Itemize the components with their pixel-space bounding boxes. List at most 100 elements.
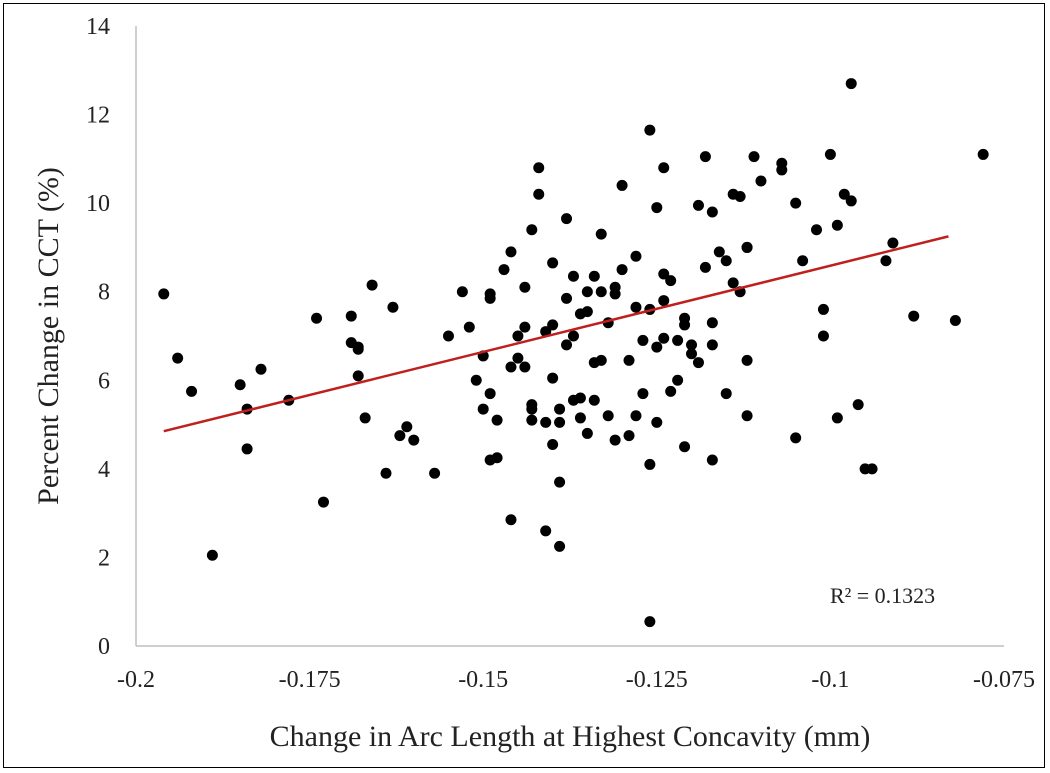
data-point (498, 264, 510, 276)
data-point (741, 241, 753, 253)
data-point (581, 306, 593, 318)
data-point (519, 281, 531, 293)
data-point (824, 148, 836, 160)
data-point (588, 394, 600, 406)
data-point (512, 330, 524, 342)
data-point (595, 228, 607, 240)
data-point (554, 540, 566, 552)
data-point (581, 427, 593, 439)
data-point (651, 416, 663, 428)
data-point (672, 334, 684, 346)
data-point (713, 246, 725, 258)
data-point (776, 164, 788, 176)
data-point (665, 385, 677, 397)
data-point (908, 310, 920, 322)
data-point (741, 410, 753, 422)
data-point (311, 312, 323, 324)
data-point (706, 454, 718, 466)
data-point (512, 352, 524, 364)
data-point (519, 321, 531, 333)
data-point (554, 403, 566, 415)
y-axis-title: Percent Change in CCT (%) (32, 167, 65, 505)
data-point (463, 321, 475, 333)
data-point (651, 341, 663, 353)
data-point (519, 361, 531, 373)
data-point (470, 374, 482, 386)
data-point (547, 439, 559, 450)
data-point (880, 255, 892, 267)
y-tick-label: 8 (98, 280, 110, 306)
data-point (172, 352, 184, 364)
data-point (637, 334, 649, 346)
data-point (845, 195, 857, 207)
data-point (831, 219, 843, 231)
data-point (727, 277, 739, 289)
axes (135, 26, 1004, 647)
data-point (699, 261, 711, 273)
y-tick-labels: 0 2 4 6 8 10 12 14 (86, 14, 110, 660)
y-tick-label: 14 (86, 14, 110, 40)
x-tick-label: -0.075 (973, 667, 1035, 693)
data-point (817, 303, 829, 315)
data-point (317, 496, 329, 508)
x-tick-label: -0.1 (811, 667, 849, 693)
data-point (387, 301, 399, 313)
data-point (554, 416, 566, 428)
scatter-chart: -0.2 -0.175 -0.15 -0.125 -0.1 -0.075 0 2 4 6 8 10 1… (32, 14, 1035, 753)
data-point (206, 549, 218, 561)
data-point (651, 202, 663, 214)
data-point (533, 162, 545, 174)
data-point (547, 372, 559, 384)
data-point (790, 197, 802, 209)
trendline (163, 235, 949, 433)
data-point (658, 268, 670, 280)
data-point (658, 332, 670, 344)
data-point (394, 430, 406, 442)
data-point (658, 295, 670, 307)
data-point (672, 374, 684, 386)
data-point (831, 412, 843, 424)
y-tick-label: 4 (98, 457, 110, 483)
data-point (845, 78, 857, 90)
data-point (408, 434, 420, 446)
data-point (477, 403, 489, 415)
data-point (741, 354, 753, 366)
data-point (491, 414, 503, 426)
data-point (526, 224, 538, 236)
data-point (234, 379, 246, 391)
y-tick-label: 12 (86, 103, 110, 129)
data-point (540, 416, 552, 428)
data-point (630, 301, 642, 313)
data-point (352, 370, 364, 382)
data-point (679, 319, 691, 331)
r-squared-label: R² = 0.1323 (830, 583, 935, 608)
data-point (686, 339, 698, 351)
data-point (734, 191, 746, 202)
data-point (609, 288, 621, 300)
data-point (484, 388, 496, 400)
data-point (797, 255, 809, 267)
data-point (623, 354, 635, 366)
data-point (540, 525, 552, 537)
data-point (630, 410, 642, 422)
data-point (623, 430, 635, 442)
data-point (852, 399, 864, 411)
data-point (567, 330, 579, 342)
data-point (720, 255, 732, 267)
data-point (866, 463, 878, 475)
data-point (817, 330, 829, 342)
data-point (567, 270, 579, 282)
data-point (706, 339, 718, 351)
data-point (540, 326, 552, 338)
data-point (692, 199, 704, 211)
data-point (811, 224, 823, 236)
x-tick-label: -0.125 (626, 667, 688, 693)
data-point (158, 288, 170, 300)
data-point (561, 213, 573, 225)
data-point (484, 292, 496, 304)
data-point (526, 399, 538, 411)
data-point (755, 175, 767, 187)
data-point (505, 361, 517, 373)
data-point (574, 412, 586, 424)
data-point (255, 363, 267, 375)
